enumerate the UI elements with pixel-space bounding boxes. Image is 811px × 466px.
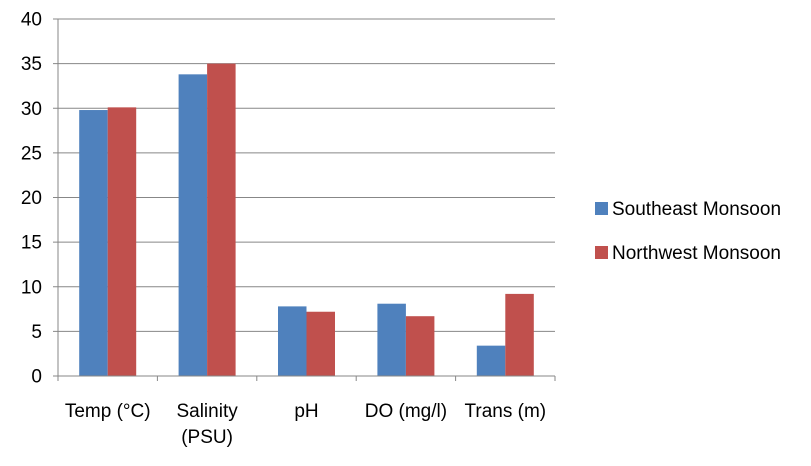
x-tick-label: Trans (m) <box>464 401 546 422</box>
y-tick-label: 30 <box>21 99 42 120</box>
legend-label: Southeast Monsoon <box>612 199 781 220</box>
legend: Southeast Monsoon Northwest Monsoon <box>595 199 781 264</box>
bar-northwest-4 <box>505 293 534 376</box>
x-tick-label: DO (mg/l) <box>365 401 447 422</box>
y-tick-label: 25 <box>21 143 42 164</box>
y-tick-label: 5 <box>31 322 42 343</box>
legend-swatch <box>595 202 608 215</box>
x-tick-label: pH <box>294 401 318 422</box>
y-tick-label: 0 <box>31 367 42 388</box>
axes <box>53 18 556 381</box>
y-tick-label: 15 <box>21 233 42 254</box>
bar-southeast-0 <box>79 110 108 376</box>
bar-northwest-3 <box>405 316 435 376</box>
y-tick-label: 20 <box>21 188 42 209</box>
gridlines <box>58 18 555 332</box>
bar-southeast-3 <box>377 303 406 376</box>
x-tick-label: Temp (°C) <box>65 401 151 422</box>
legend-swatch <box>595 246 608 259</box>
y-tick-label: 40 <box>21 10 42 31</box>
y-tick-labels: 0 5 10 15 20 25 30 35 40 <box>21 10 42 388</box>
legend-label: Northwest Monsoon <box>612 243 781 264</box>
bar-northwest-0 <box>107 107 137 377</box>
bar-southeast-4 <box>476 345 506 376</box>
bars <box>79 63 534 377</box>
bar-northwest-1 <box>207 63 236 376</box>
bar-southeast-2 <box>278 306 307 376</box>
bar-northwest-2 <box>306 311 335 376</box>
y-tick-label: 10 <box>21 277 42 298</box>
x-tick-label: Salinity <box>176 401 238 422</box>
bar-southeast-1 <box>178 74 208 377</box>
y-tick-label: 35 <box>21 54 42 75</box>
x-tick-label: (PSU) <box>181 427 233 448</box>
x-tick-labels: Temp (°C) Salinity (PSU) pH DO (mg/l) Trans (… <box>65 401 546 448</box>
